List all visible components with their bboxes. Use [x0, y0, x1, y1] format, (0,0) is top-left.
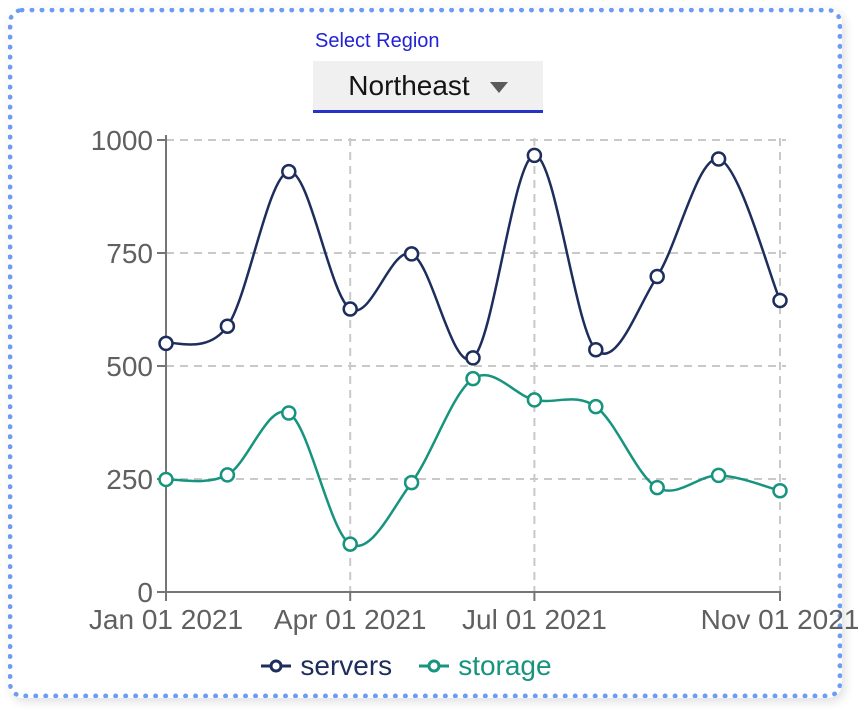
data-point-servers	[219, 318, 236, 334]
chevron-down-icon	[489, 81, 508, 93]
data-point-servers	[342, 301, 358, 317]
data-point-storage	[588, 398, 604, 415]
servers-marker-icon	[261, 659, 292, 673]
x-tick-label: Jan 01 2021	[89, 604, 243, 635]
data-point-storage	[403, 474, 420, 491]
data-point-servers	[281, 163, 297, 180]
data-point-servers	[710, 151, 727, 167]
data-point-servers	[588, 341, 604, 358]
region-select-value: Northeast	[348, 69, 470, 101]
data-point-servers	[649, 268, 665, 285]
y-tick-label: 250	[106, 464, 153, 495]
region-select[interactable]: Northeast	[313, 61, 543, 113]
app-frame	[8, 8, 842, 698]
legend-item-storage[interactable]: storage	[418, 650, 552, 682]
data-point-storage	[772, 483, 788, 499]
data-point-storage	[342, 536, 358, 552]
data-point-servers	[772, 292, 788, 309]
line-chart: 0 250 500 750 1000 Jan 01 2021 Apr 01 2021 Jul …	[89, 125, 860, 635]
x-tick-label: Jul 01 2021	[462, 604, 607, 635]
x-tick-label: Apr 01 2021	[274, 604, 427, 635]
data-point-storage	[219, 467, 236, 483]
region-select-label: Select Region	[315, 30, 440, 52]
data-point-storage	[710, 467, 727, 484]
y-tick-label: 750	[106, 238, 153, 269]
data-point-servers	[465, 350, 481, 366]
data-point-servers	[403, 246, 420, 262]
storage-marker-icon	[419, 659, 450, 673]
data-point-storage	[526, 392, 543, 408]
series-line-servers	[165, 154, 782, 361]
data-point-servers	[158, 335, 174, 352]
y-tick-label: 1000	[91, 125, 153, 156]
legend-item-servers[interactable]: servers	[260, 650, 392, 682]
data-point-servers	[526, 147, 543, 164]
x-tick-label: Nov 01 2021	[701, 604, 860, 635]
data-point-storage	[649, 479, 665, 496]
data-point-storage	[465, 370, 481, 387]
data-point-storage	[158, 471, 174, 488]
legend-label-storage: storage	[458, 650, 552, 681]
y-tick-label: 0	[137, 577, 153, 608]
chart-legend: servers storage	[0, 650, 812, 682]
legend-label-servers: servers	[300, 650, 393, 681]
series-line-storage	[165, 373, 781, 548]
data-point-storage	[281, 405, 297, 421]
y-tick-label: 500	[106, 351, 153, 382]
